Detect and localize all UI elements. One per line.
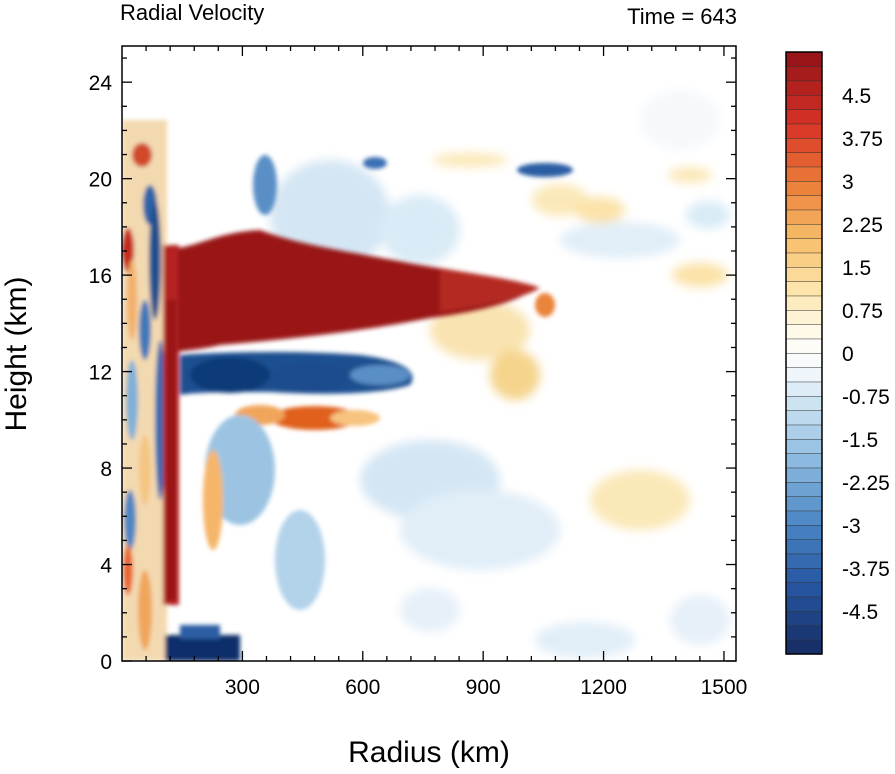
colorbar-bin [785, 596, 823, 612]
colorbar-label: 3.75 [842, 128, 883, 151]
colorbar-bin [785, 395, 823, 411]
colorbar-label: 4.5 [842, 85, 871, 108]
colorbar-bin [785, 338, 823, 354]
colorbar-label: 0.75 [842, 300, 883, 323]
colorbar-label: -3.75 [842, 558, 890, 581]
chart-title: Radial Velocity [120, 0, 265, 25]
y-tick-label: 20 [89, 169, 112, 192]
colorbar-frame [785, 51, 823, 655]
colorbar-bin [785, 123, 823, 139]
colorbar-bin [785, 381, 823, 397]
colorbar: 4.5 3.75 3 2.25 1.5 0.75 0 -0.75 -1.5 -2.25 -3 -3.7… [785, 51, 890, 655]
colorbar-bin [785, 66, 823, 82]
y-tick-label: 8 [100, 458, 112, 481]
colorbar-bin [785, 209, 823, 225]
colorbar-label: -1.5 [842, 429, 878, 452]
y-axis-title: Height (km) [0, 276, 33, 431]
x-tick-label: 300 [225, 676, 260, 699]
colorbar-label: -3 [842, 515, 861, 538]
colorbar-bin [785, 166, 823, 182]
colorbar-bin [785, 438, 823, 454]
colorbar-bin [785, 180, 823, 196]
colorbar-bin [785, 281, 823, 297]
time-label: Time = 643 [627, 4, 737, 29]
colorbar-bin [785, 352, 823, 368]
colorbar-bin [785, 453, 823, 469]
colorbar-label: -0.75 [842, 386, 890, 409]
x-tick-label: 600 [345, 676, 380, 699]
y-axis: 0 4 8 12 16 20 24 [89, 57, 736, 674]
colorbar-bin [785, 367, 823, 383]
colorbar-bin [785, 137, 823, 153]
plot-frame [121, 45, 737, 662]
colorbar-bin [785, 238, 823, 254]
x-axis-title: Radius (km) [348, 736, 510, 769]
x-tick-label: 1200 [580, 676, 627, 699]
main-features [122, 120, 573, 661]
colorbar-bin [785, 80, 823, 96]
colorbar-bin [785, 639, 823, 655]
colorbar-bin [785, 510, 823, 526]
colorbar-bin [785, 252, 823, 268]
colorbar-label: 3 [842, 171, 854, 194]
colorbar-bin [785, 625, 823, 641]
x-tick-label: 900 [466, 676, 501, 699]
x-tick-label: 1500 [701, 676, 748, 699]
velocity-field [122, 46, 736, 661]
colorbar-label: 1.5 [842, 257, 871, 280]
colorbar-bin [785, 51, 823, 67]
y-tick-label: 0 [100, 651, 112, 674]
colorbar-bin [785, 467, 823, 483]
colorbar-label: -2.25 [842, 472, 890, 495]
colorbar-bin [785, 553, 823, 569]
colorbar-bin [785, 582, 823, 598]
colorbar-bin [785, 496, 823, 512]
colorbar-bin [785, 424, 823, 440]
colorbar-bin [785, 567, 823, 583]
y-tick-label: 4 [100, 555, 112, 578]
colorbar-bin [785, 295, 823, 311]
colorbar-bin [785, 410, 823, 426]
colorbar-bin [785, 223, 823, 239]
colorbar-label: -4.5 [842, 601, 878, 624]
y-tick-label: 24 [89, 72, 113, 95]
colorbar-bin [785, 481, 823, 497]
x-axis: 300 600 900 1200 1500 [145, 46, 748, 699]
colorbar-label: 0 [842, 343, 854, 366]
y-tick-label: 12 [89, 362, 112, 385]
y-tick-label: 16 [89, 265, 112, 288]
colorbar-bin [785, 309, 823, 325]
colorbar-bin [785, 539, 823, 555]
colorbar-bin [785, 195, 823, 211]
colorbar-bin [785, 610, 823, 626]
colorbar-bin [785, 524, 823, 540]
colorbar-bin [785, 266, 823, 282]
colorbar-bin [785, 109, 823, 125]
colorbar-bin [785, 94, 823, 110]
colorbar-bin [785, 152, 823, 168]
colorbar-label: 2.25 [842, 214, 883, 237]
colorbar-bin [785, 324, 823, 340]
